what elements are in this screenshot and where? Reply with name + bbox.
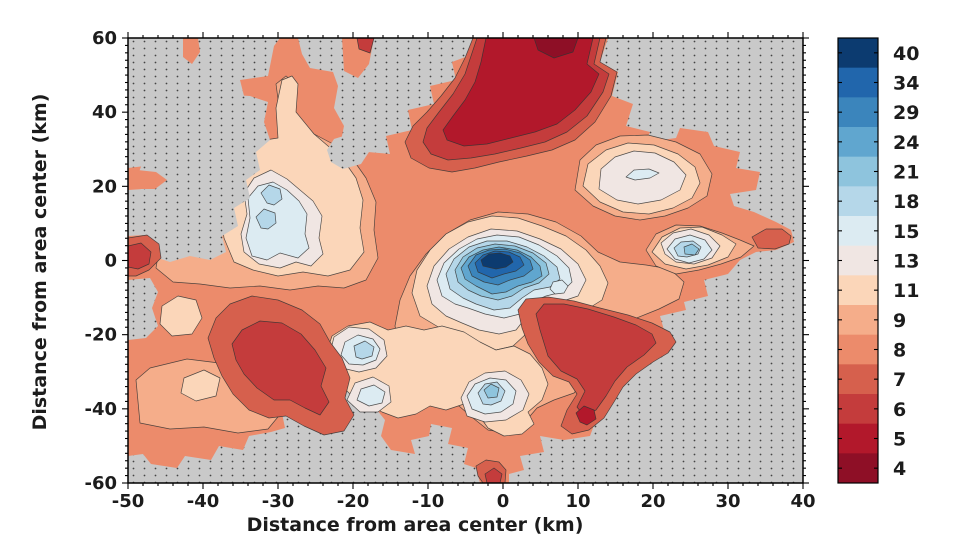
colorbar-band [838, 394, 878, 425]
x-tick-label: -10 [412, 491, 445, 512]
colorbar-band [838, 305, 878, 336]
x-tick-label: 10 [565, 491, 590, 512]
contour-region-level-18 [255, 208, 277, 230]
colorbar-band [838, 127, 878, 158]
colorbar-band [838, 186, 878, 217]
colorbar-band [838, 97, 878, 128]
contour-region-level-8 [128, 169, 167, 189]
y-tick-label: -60 [84, 473, 117, 494]
colorbar-band [838, 453, 878, 484]
colorbar-band [838, 423, 878, 454]
contour-region-level-15 [356, 384, 386, 407]
colorbar-tick-label: 29 [893, 102, 919, 124]
colorbar-band [838, 364, 878, 395]
contour-region-level-11 [180, 369, 221, 402]
colorbar-tick-label: 15 [893, 221, 919, 243]
colorbar-tick-label: 11 [893, 280, 919, 302]
colorbar-band [838, 156, 878, 187]
colorbar-tick-label: 24 [893, 132, 919, 154]
contour-region-level-6 [128, 242, 152, 270]
colorbar-tick-label: 8 [893, 340, 906, 362]
colorbar-tick-label: 7 [893, 369, 906, 391]
colorbar-band [838, 216, 878, 247]
colorbar-tick-label: 21 [893, 162, 919, 184]
contour-region-level-7 [751, 228, 792, 250]
x-tick-label: 20 [640, 491, 665, 512]
colorbar-band [838, 275, 878, 306]
colorbar-tick-label: 18 [893, 191, 919, 213]
y-tick-label: -20 [84, 325, 117, 346]
colorbar-tick-label: 9 [893, 310, 906, 332]
x-tick-label: -40 [187, 491, 220, 512]
contour-region-level-6 [356, 38, 375, 54]
y-tick-label: 0 [104, 251, 117, 272]
x-tick-label: 30 [715, 491, 740, 512]
colorbar-tick-label: 13 [893, 251, 919, 273]
masked-region [128, 188, 167, 236]
y-axis-title: Distance from area center (km) [29, 93, 51, 431]
contour-region-level-6 [231, 320, 330, 416]
contour-region-level-18 [260, 184, 283, 206]
contour-region-level-18 [353, 340, 375, 360]
masked-region [327, 134, 369, 169]
contour-region-level-11 [159, 295, 203, 337]
colorbar-band [838, 67, 878, 98]
colorbar-tick-label: 40 [893, 43, 919, 65]
y-tick-label: -40 [84, 399, 117, 420]
x-tick-label: 0 [497, 491, 510, 512]
colorbar-band [838, 38, 878, 69]
plot-area [128, 38, 803, 483]
contour-region-level-40 [480, 252, 514, 270]
colorbar-band [838, 334, 878, 365]
contour-region-level-15 [625, 168, 660, 181]
colorbar-tick-label: 34 [893, 73, 919, 95]
colorbar-band [838, 245, 878, 276]
contour-region-level-21 [483, 383, 500, 399]
colorbar-tick-label: 6 [893, 399, 906, 421]
contour-region-level-6 [484, 467, 503, 483]
x-tick-label: -50 [112, 491, 145, 512]
contour-region-level-5 [575, 405, 597, 426]
contour-region-level-15 [549, 279, 569, 295]
x-tick-label: -30 [262, 491, 295, 512]
x-tick-label: -20 [337, 491, 370, 512]
y-tick-label: 40 [92, 102, 117, 123]
y-tick-label: 60 [92, 28, 117, 49]
masked-region [128, 278, 158, 340]
x-tick-label: 40 [790, 491, 815, 512]
y-tick-label: 20 [92, 176, 117, 197]
contour-region-level-6 [535, 303, 657, 417]
contour-region-level-4 [533, 38, 579, 59]
colorbar-tick-label: 5 [893, 429, 906, 451]
contour-region-level-21 [683, 243, 700, 256]
colorbar-tick-label: 4 [893, 458, 906, 480]
contour-region-level-8 [183, 38, 200, 64]
colorbar-frame [837, 37, 879, 484]
contour-region-level-15 [245, 181, 310, 261]
masked-region [134, 94, 270, 262]
contour-region-level-5 [442, 38, 600, 147]
x-axis-title: Distance from area center (km) [246, 514, 584, 536]
